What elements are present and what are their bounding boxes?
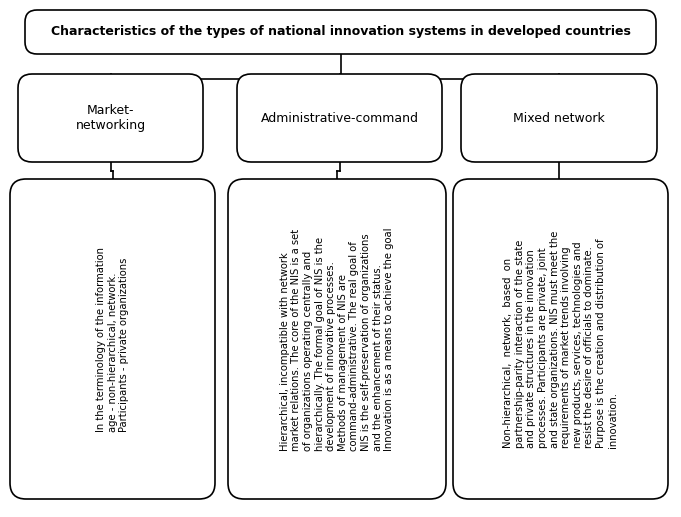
FancyBboxPatch shape (10, 179, 215, 499)
Text: Market-
networking: Market- networking (76, 104, 146, 132)
Text: In the terminology of the information
age - non-hierarchical, network.
Participa: In the terminology of the information ag… (96, 247, 129, 432)
Text: Characteristics of the types of national innovation systems in developed countri: Characteristics of the types of national… (50, 25, 631, 38)
FancyBboxPatch shape (25, 10, 656, 54)
FancyBboxPatch shape (228, 179, 446, 499)
Text: Non-hierarchical,  network,  based  on
partnership-parity interaction of the sta: Non-hierarchical, network, based on part… (503, 230, 618, 448)
FancyBboxPatch shape (461, 74, 657, 162)
Text: Hierarchical, incompatible with network
market relations. The core of the NIS is: Hierarchical, incompatible with network … (280, 227, 394, 451)
Text: Mixed network: Mixed network (513, 112, 605, 125)
FancyBboxPatch shape (18, 74, 203, 162)
FancyBboxPatch shape (237, 74, 442, 162)
Text: Administrative-command: Administrative-command (261, 112, 419, 125)
FancyBboxPatch shape (453, 179, 668, 499)
